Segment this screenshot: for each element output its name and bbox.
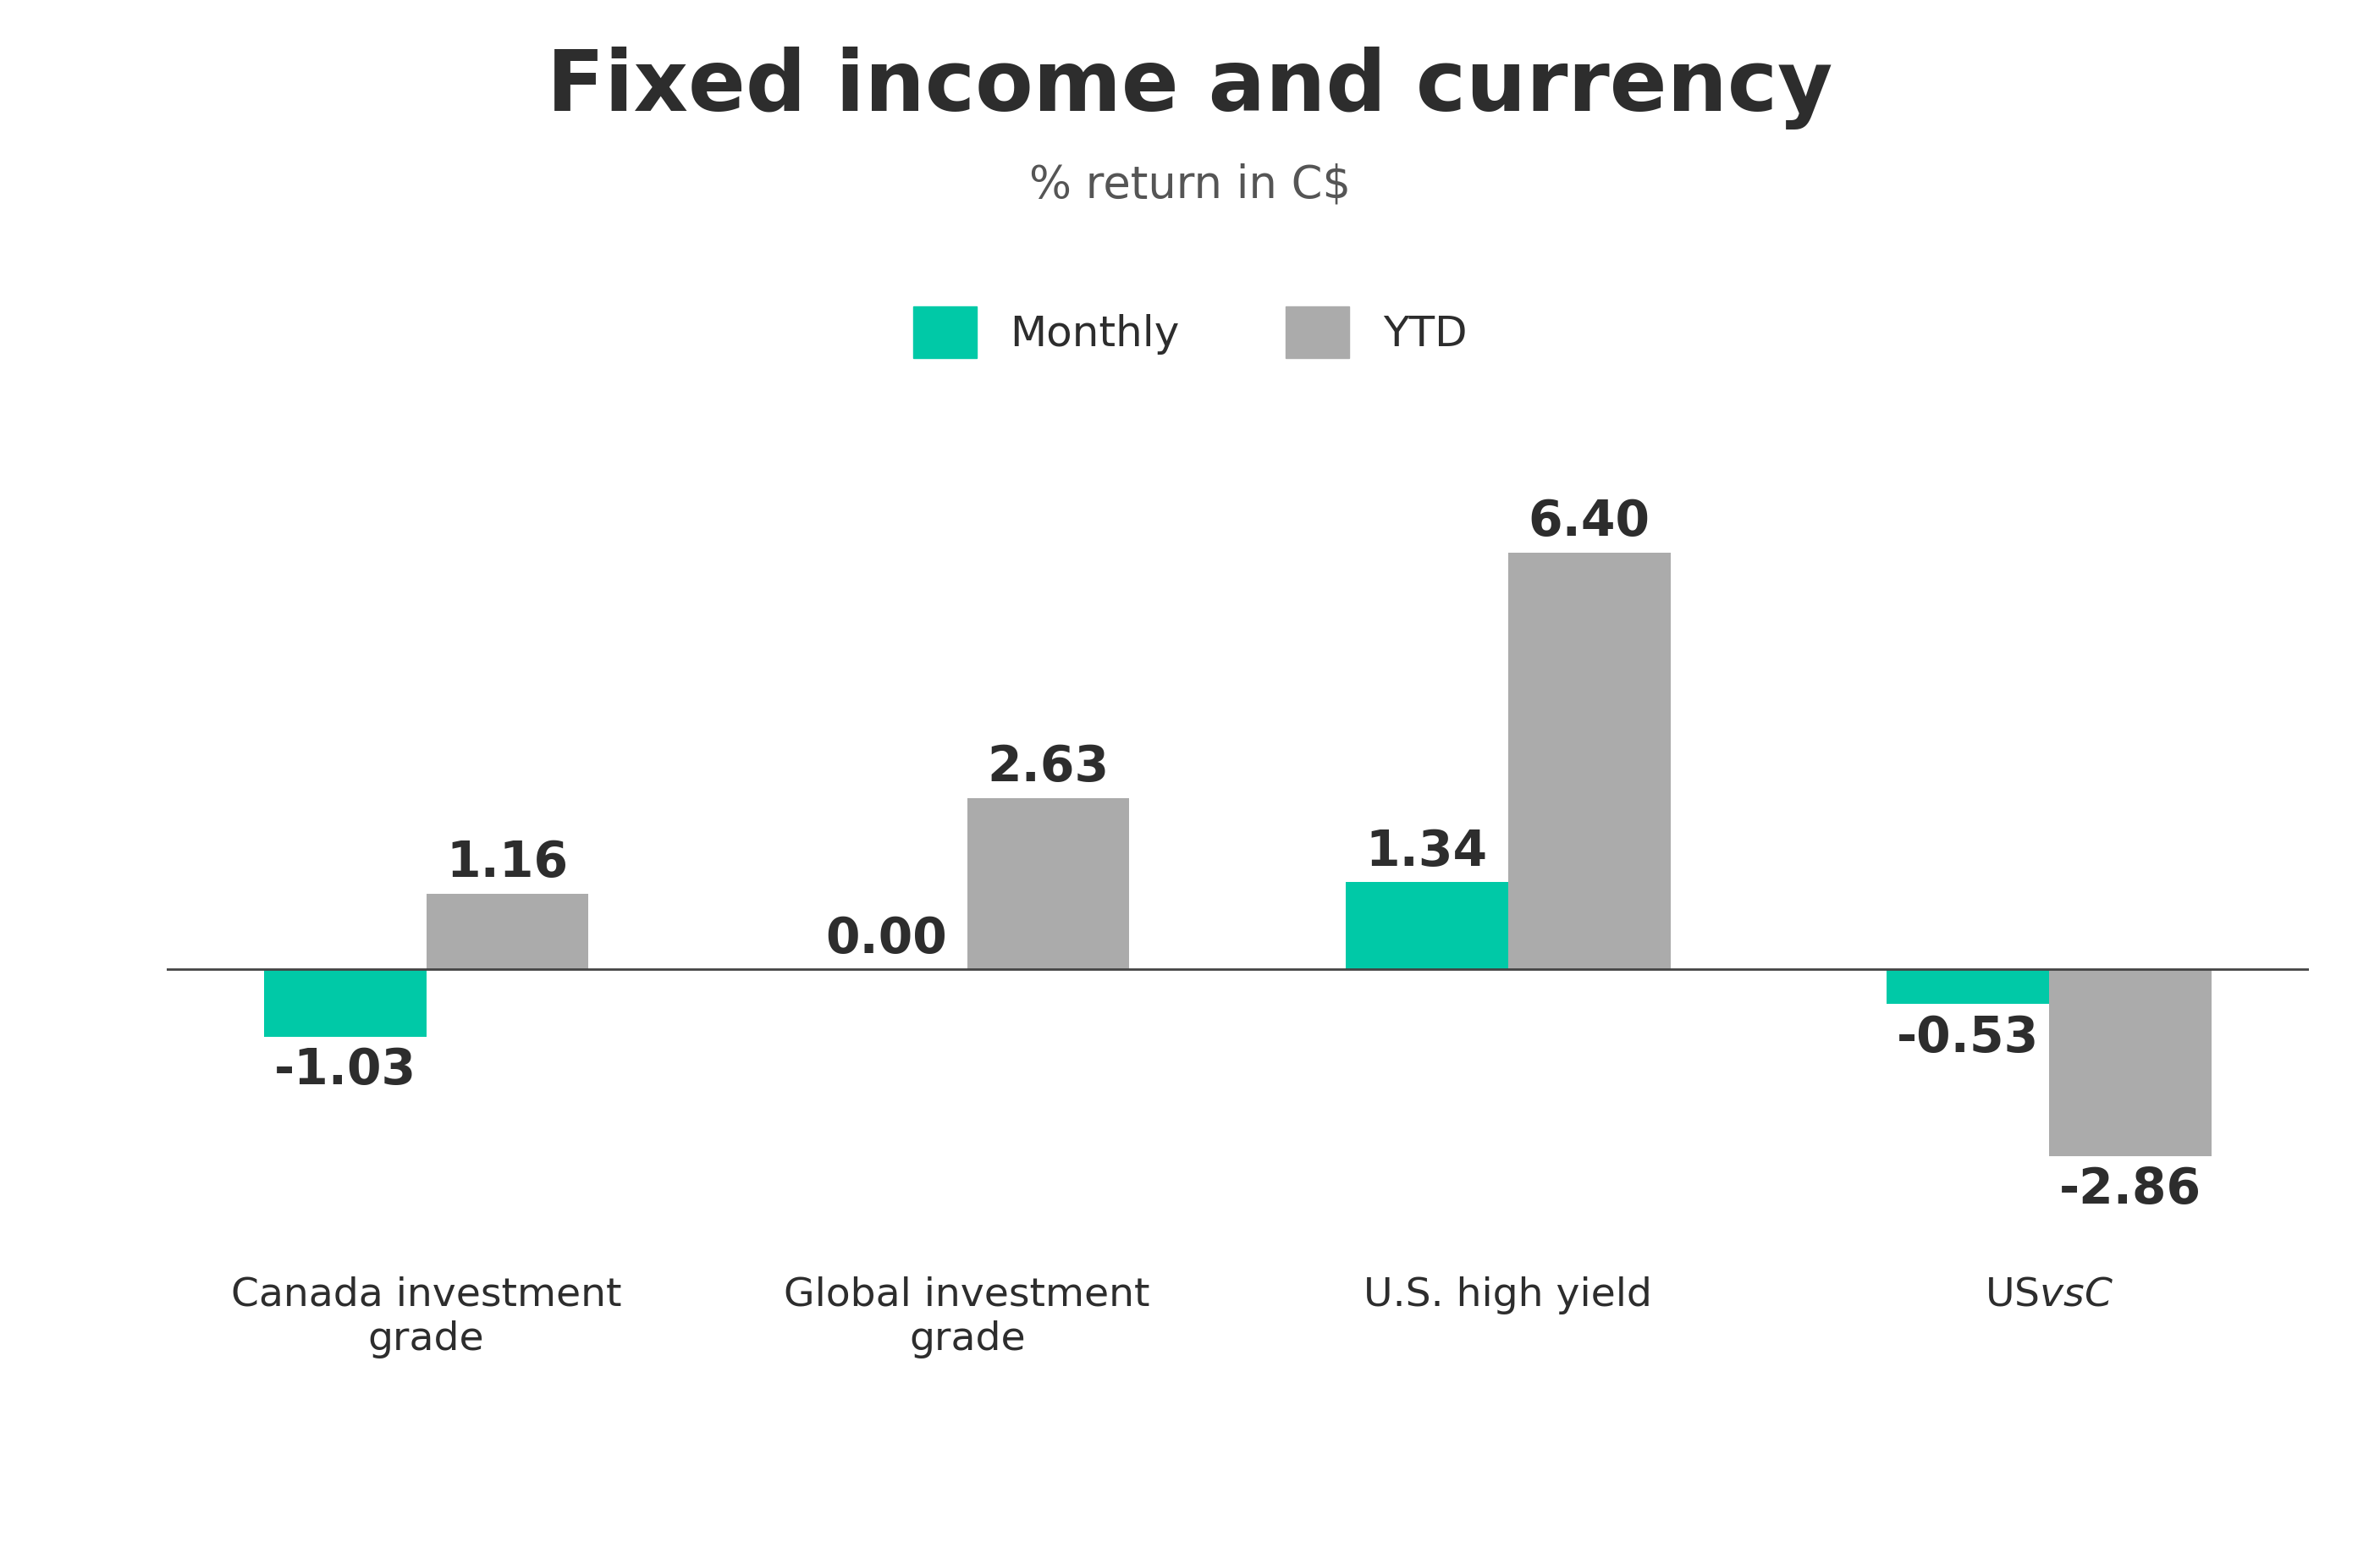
Legend: Monthly, YTD: Monthly, YTD: [892, 286, 1488, 379]
Text: 6.40: 6.40: [1528, 497, 1649, 545]
Text: 1.34: 1.34: [1366, 827, 1488, 875]
Bar: [1887, 970, 2049, 1004]
Bar: [1509, 552, 1671, 970]
Bar: [1345, 883, 1509, 970]
Text: Fixed income and currency: Fixed income and currency: [547, 47, 1833, 129]
Text: 2.63: 2.63: [988, 743, 1109, 791]
Text: 0.00: 0.00: [826, 915, 947, 963]
Bar: [966, 799, 1130, 970]
Text: 1.16: 1.16: [447, 839, 569, 887]
Bar: [2049, 970, 2211, 1156]
Text: -0.53: -0.53: [1897, 1013, 2040, 1061]
Text: % return in C$: % return in C$: [1028, 163, 1352, 207]
Text: -2.86: -2.86: [2059, 1166, 2202, 1214]
Bar: [426, 894, 588, 970]
Bar: [264, 970, 426, 1037]
Text: -1.03: -1.03: [274, 1046, 416, 1094]
